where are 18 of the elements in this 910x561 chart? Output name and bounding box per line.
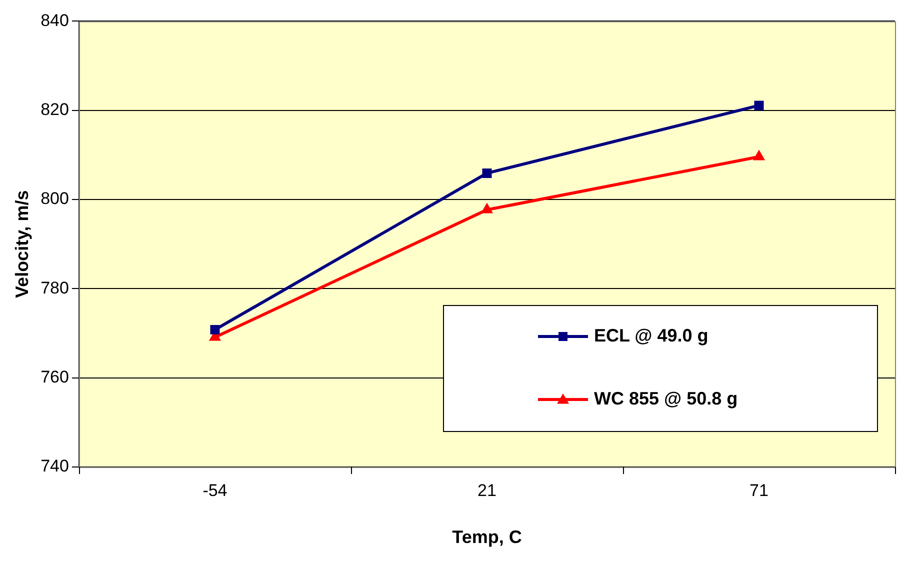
y-tick-label: 780 xyxy=(40,278,69,298)
point xyxy=(482,168,492,178)
y-axis-title: Velocity, m/s xyxy=(12,190,32,298)
point xyxy=(210,324,220,334)
y-tick-label: 800 xyxy=(40,189,69,208)
legend-label: WC 855 @ 50.8 g xyxy=(594,388,738,408)
y-tick-label: 760 xyxy=(40,368,69,387)
legend-label: ECL @ 49.0 g xyxy=(594,325,708,346)
point xyxy=(754,100,764,110)
y-tick-label: 740 xyxy=(40,456,69,476)
point xyxy=(481,203,493,214)
y-tick-label: 820 xyxy=(40,100,69,120)
x-tick-label: -54 xyxy=(202,480,228,500)
x-tick-label: 71 xyxy=(750,480,768,500)
x-tick-label: 21 xyxy=(478,480,496,500)
point xyxy=(753,150,765,160)
y-tick-label: 840 xyxy=(40,10,69,30)
x-axis-title: Temp, C xyxy=(452,527,522,548)
